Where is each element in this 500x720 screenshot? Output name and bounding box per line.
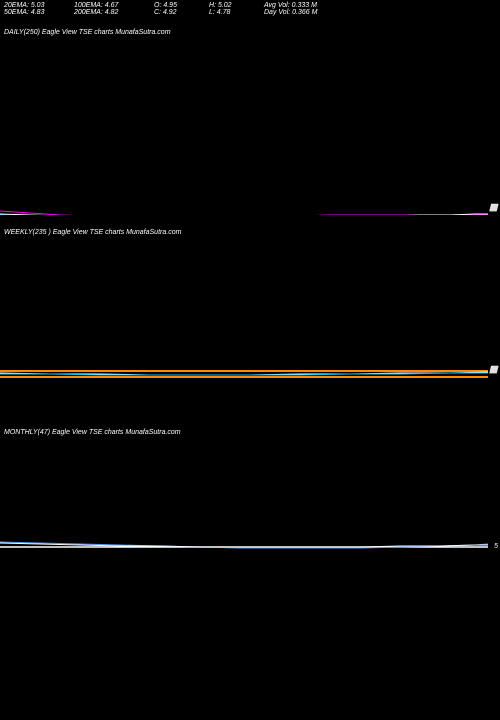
weekly-chart xyxy=(0,235,500,415)
daily-right-marker: ⬜ xyxy=(489,204,498,212)
open-label: O: 4.95 xyxy=(154,2,209,9)
monthly-chart xyxy=(0,435,500,635)
monthly-right-marker: 5 xyxy=(494,543,498,550)
stat-row-2: 50EMA: 4.83 200EMA: 4.82 C: 4.92 L: 4.78… xyxy=(4,9,496,16)
daily-chart xyxy=(0,35,500,215)
weekly-right-marker: ⬜ xyxy=(489,366,498,374)
ema50-label: 50EMA: 4.83 xyxy=(4,9,74,16)
ema20-label: 20EMA: 5.03 xyxy=(4,2,74,9)
ema200-label: 200EMA: 4.82 xyxy=(74,9,154,16)
stat-row-1: 20EMA: 5.03 100EMA: 4.67 O: 4.95 H: 5.02… xyxy=(4,2,496,9)
close-label: C: 4.92 xyxy=(154,9,209,16)
avgvol-label: Avg Vol: 0.333 M xyxy=(264,2,364,9)
dayvol-label: Day Vol: 0.366 M xyxy=(264,9,364,16)
high-label: H: 5.02 xyxy=(209,2,264,9)
header-stats: 20EMA: 5.03 100EMA: 4.67 O: 4.95 H: 5.02… xyxy=(0,0,500,18)
low-label: L: 4.78 xyxy=(209,9,264,16)
ema100-label: 100EMA: 4.67 xyxy=(74,2,154,9)
